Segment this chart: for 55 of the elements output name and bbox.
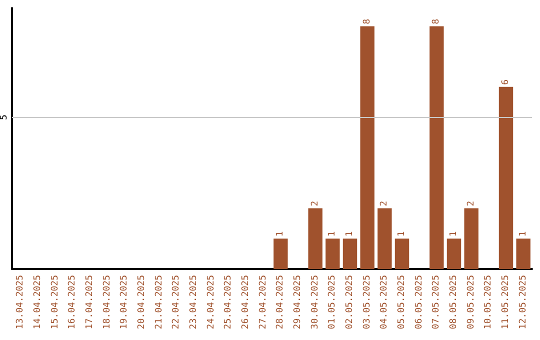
x-tick-label: 13.04.2025	[16, 275, 26, 330]
x-tick-label: 27.04.2025	[258, 275, 268, 330]
bar	[464, 208, 478, 269]
x-tick-label: 12.05.2025	[518, 275, 528, 330]
bar	[394, 238, 410, 269]
x-tick-label: 25.04.2025	[224, 275, 234, 330]
data-label: 1	[397, 231, 407, 237]
x-tick-label: 18.04.2025	[102, 275, 112, 330]
x-tick-label: 15.04.2025	[50, 275, 60, 330]
bar	[516, 238, 530, 269]
x-tick-label: 07.05.2025	[432, 275, 442, 330]
bar	[342, 238, 358, 269]
bar	[274, 238, 288, 269]
x-tick-label: 22.04.2025	[172, 275, 182, 330]
x-tick-label: 24.04.2025	[206, 275, 216, 330]
y-tick-label: 5	[0, 114, 10, 120]
data-label: 1	[328, 231, 338, 237]
x-tick-label: 20.04.2025	[137, 275, 147, 330]
bar	[326, 238, 340, 269]
data-label: 1	[518, 231, 528, 237]
data-label: 1	[345, 231, 355, 237]
x-tick-label: 30.04.2025	[310, 275, 320, 330]
data-label: 1	[449, 231, 459, 237]
x-tick-label: 08.05.2025	[449, 275, 459, 330]
x-tick-label: 06.05.2025	[414, 275, 424, 330]
x-tick-label: 03.05.2025	[362, 275, 372, 330]
x-tick-label: 14.04.2025	[33, 275, 43, 330]
x-tick-label: 16.04.2025	[68, 275, 78, 330]
x-tick-label: 05.05.2025	[397, 275, 407, 330]
bar	[430, 26, 444, 269]
x-tick-label: 10.05.2025	[484, 275, 494, 330]
bar	[360, 26, 374, 269]
x-tick-label: 09.05.2025	[466, 275, 476, 330]
x-tick-label: 23.04.2025	[189, 275, 199, 330]
x-tick-label: 26.04.2025	[241, 275, 251, 330]
x-tick-label: 11.05.2025	[501, 275, 511, 330]
x-tick-label: 04.05.2025	[380, 275, 390, 330]
bar	[498, 86, 514, 269]
x-tick-label: 02.05.2025	[345, 275, 355, 330]
x-tick-label: 28.04.2025	[276, 275, 286, 330]
x-tick-label: 21.04.2025	[154, 275, 164, 330]
x-tick-label: 01.05.2025	[328, 275, 338, 330]
data-label: 8	[432, 18, 442, 24]
data-label: 2	[380, 200, 390, 206]
bar	[446, 238, 462, 269]
x-tick-label: 19.04.2025	[120, 275, 130, 330]
x-tick-label: 17.04.2025	[85, 275, 95, 330]
data-label: 2	[466, 200, 476, 206]
data-label: 8	[362, 18, 372, 24]
data-label: 2	[310, 200, 320, 206]
x-tick-label: 29.04.2025	[293, 275, 303, 330]
data-label: 1	[276, 231, 286, 237]
data-label: 6	[501, 79, 511, 85]
bar	[378, 208, 392, 269]
bar	[308, 208, 322, 269]
